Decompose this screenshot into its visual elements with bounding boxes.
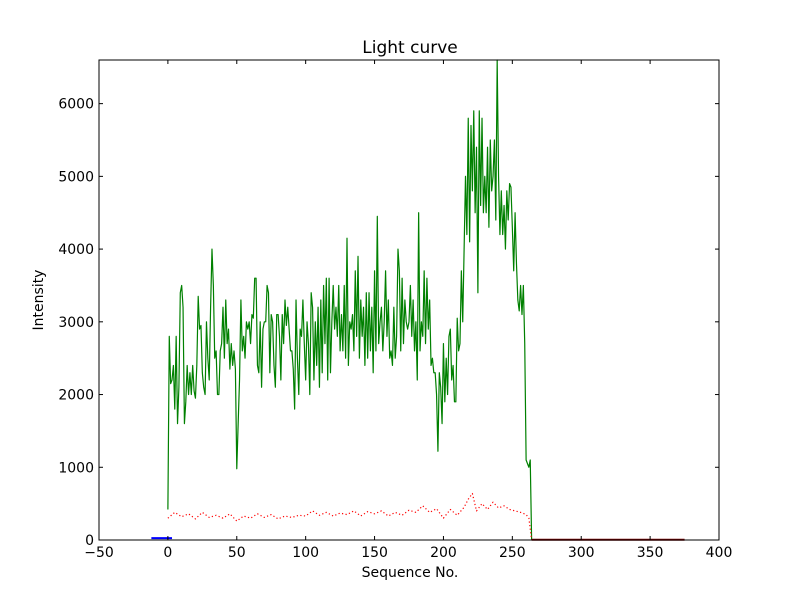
x-tick-label: 350 [637, 545, 664, 561]
x-tick-label: 100 [292, 545, 319, 561]
series-line-1 [167, 59, 533, 541]
y-tick-label: 6000 [58, 97, 94, 113]
y-tick-label: 2000 [58, 388, 94, 404]
series-layer [151, 59, 685, 541]
chart-title: Light curve [362, 38, 457, 58]
x-tick-label: 50 [228, 545, 246, 561]
x-tick-label: 250 [499, 545, 526, 561]
y-tick-label: 0 [85, 533, 94, 549]
x-tick-label: 0 [163, 545, 172, 561]
plot-frame [98, 59, 720, 541]
x-tick-label: 200 [430, 545, 457, 561]
y-axis: 0 1000 2000 3000 4000 5000 6000 [58, 97, 719, 549]
x-axis-label: Sequence No. [362, 565, 459, 581]
x-tick-label: −50 [84, 545, 114, 561]
y-tick-label: 4000 [58, 242, 94, 258]
y-tick-label: 3000 [58, 315, 94, 331]
x-tick-label: 400 [706, 545, 733, 561]
x-tick-label: 150 [361, 545, 388, 561]
x-axis: −50 0 50 100 150 200 250 300 350 400 [84, 60, 732, 561]
y-tick-label: 1000 [58, 460, 94, 476]
series-line-2 [167, 492, 533, 541]
y-axis-label: Intensity [31, 270, 47, 331]
x-tick-label: 300 [568, 545, 595, 561]
y-tick-label: 5000 [58, 169, 94, 185]
